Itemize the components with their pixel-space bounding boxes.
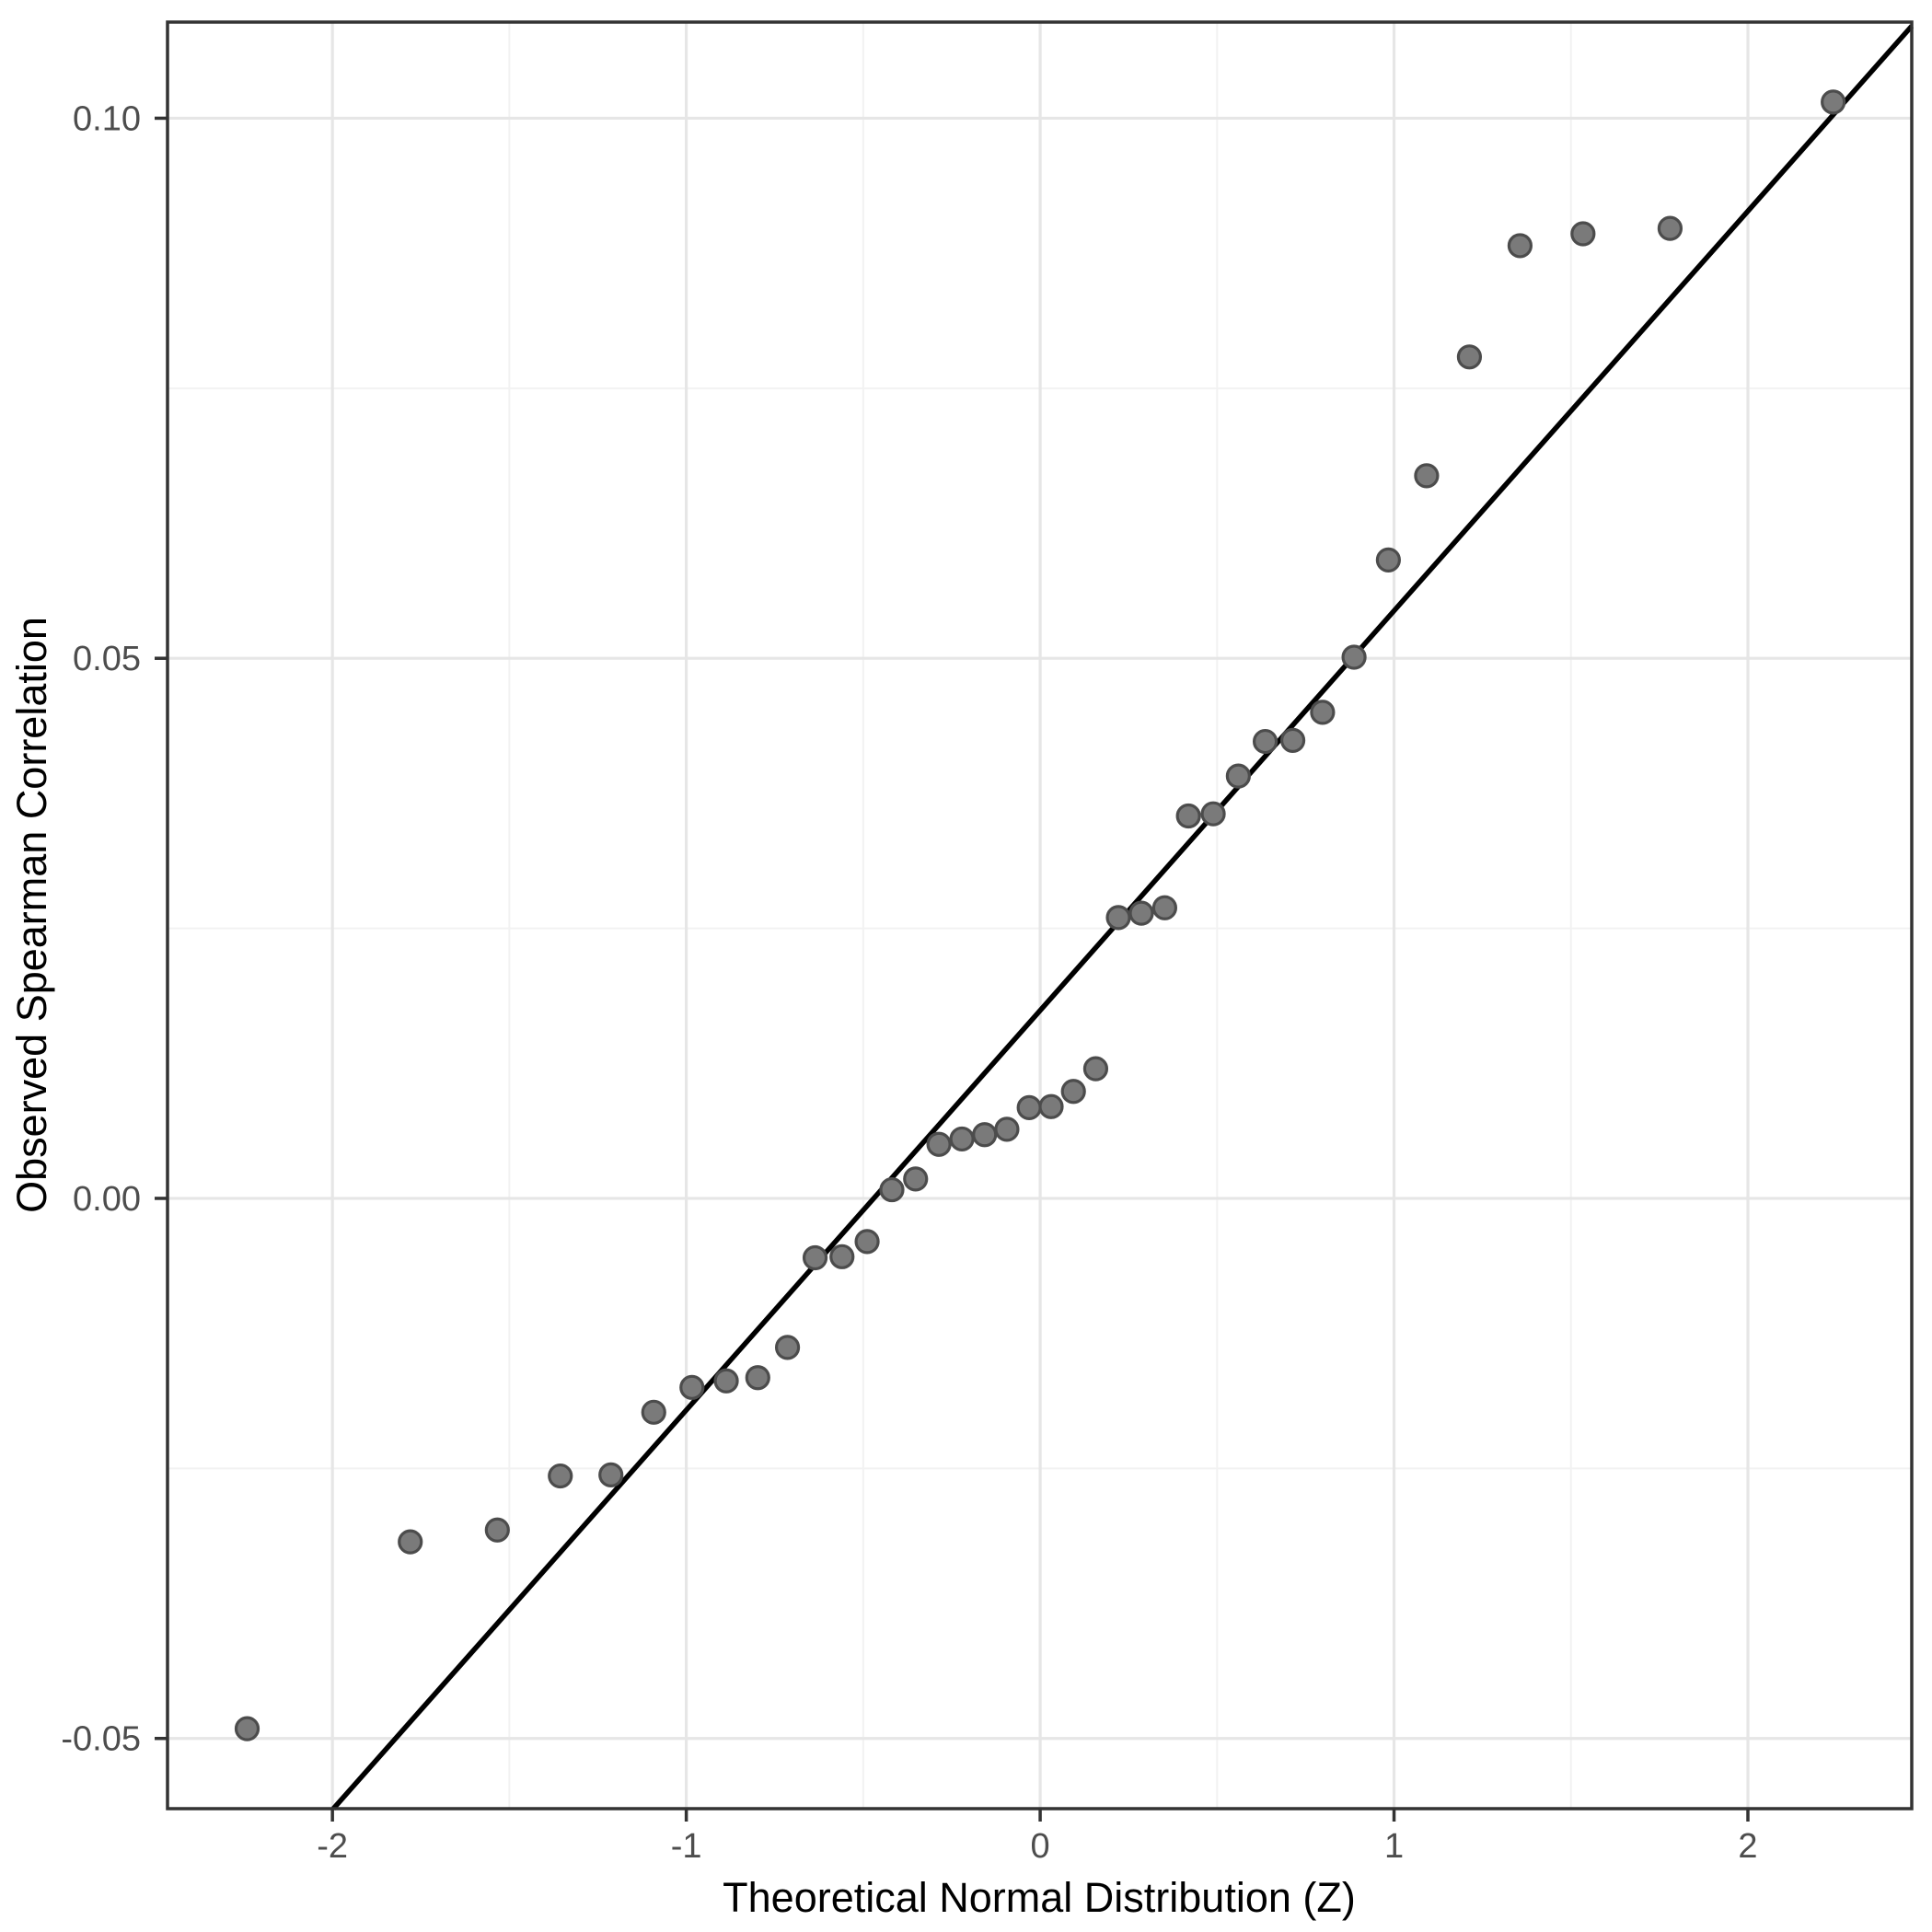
data-point — [1821, 89, 1846, 115]
grid-major-lines — [168, 22, 1912, 1809]
x-axis-title: Theoretical Normal Distribution (Z) — [723, 1874, 1356, 1921]
data-point — [1375, 547, 1401, 573]
y-axis-title: Observed Spearman Correlation — [8, 617, 55, 1213]
data-point — [598, 1462, 624, 1487]
data-point — [234, 1716, 260, 1741]
data-point — [1225, 763, 1251, 789]
data-point — [1175, 803, 1201, 829]
data-point — [829, 1244, 855, 1269]
data-point — [1507, 233, 1533, 259]
data-point — [1082, 1056, 1109, 1082]
data-point — [1038, 1093, 1064, 1119]
data-point — [1279, 727, 1306, 753]
data-point — [854, 1229, 880, 1255]
x-tick-label: 2 — [1738, 1827, 1757, 1866]
axis-tick-marks — [155, 116, 1750, 1822]
data-point — [1456, 344, 1483, 370]
x-tick-label: -1 — [671, 1827, 702, 1866]
scatter-points-layer — [234, 89, 1846, 1741]
data-point — [679, 1374, 705, 1400]
data-point — [774, 1335, 801, 1360]
data-point — [972, 1122, 998, 1148]
data-point — [713, 1368, 739, 1394]
panel-border — [166, 20, 1914, 1811]
data-point — [1105, 905, 1131, 931]
data-point — [484, 1517, 510, 1543]
x-tick-label: -2 — [317, 1827, 348, 1866]
data-point — [1310, 700, 1336, 725]
data-point — [949, 1126, 975, 1152]
data-point — [1414, 463, 1440, 489]
x-tick-label: 1 — [1384, 1827, 1404, 1866]
data-point — [1200, 801, 1226, 827]
data-point — [1657, 215, 1683, 241]
data-point — [1341, 644, 1367, 670]
data-point — [926, 1131, 952, 1157]
data-point — [548, 1463, 573, 1489]
data-point — [903, 1166, 929, 1192]
y-tick-label: 0.05 — [73, 640, 141, 678]
data-point — [1570, 221, 1596, 247]
y-tick-label: -0.05 — [61, 1720, 141, 1759]
data-point — [1060, 1079, 1086, 1105]
data-point — [879, 1176, 905, 1203]
x-tick-label: 0 — [1031, 1827, 1050, 1866]
data-point — [994, 1116, 1020, 1142]
data-point — [1151, 895, 1178, 920]
y-tick-label: 0.00 — [73, 1180, 141, 1219]
data-point — [1128, 900, 1154, 926]
axis-tick-labels: -2 -1 0 1 2 -0.05 0.00 0.05 0.10 — [61, 99, 1757, 1866]
data-point — [398, 1529, 423, 1555]
data-point — [1016, 1094, 1042, 1120]
y-tick-label: 0.10 — [73, 99, 141, 138]
data-point — [802, 1244, 828, 1271]
data-point — [1252, 728, 1278, 755]
data-point — [745, 1365, 770, 1391]
data-point — [641, 1399, 666, 1425]
